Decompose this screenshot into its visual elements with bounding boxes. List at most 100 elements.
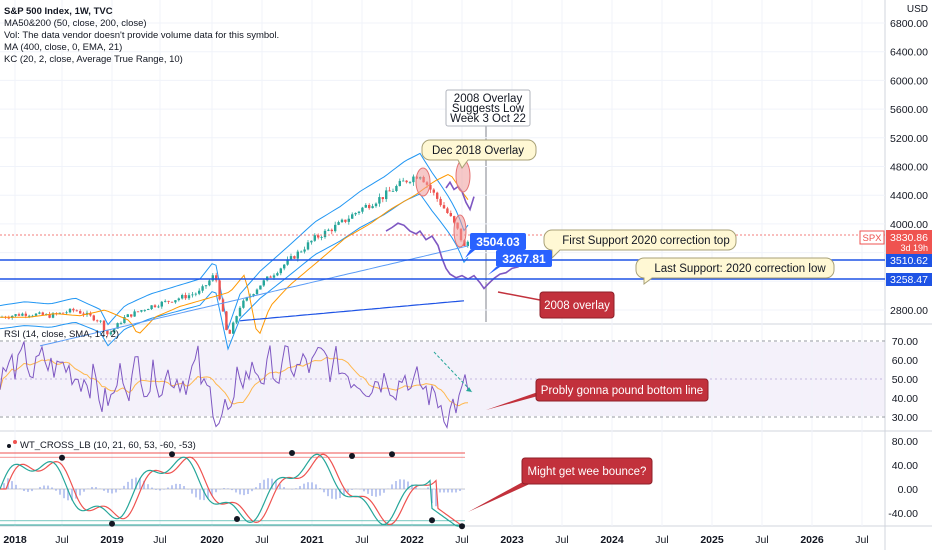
wt-hist-70 (139, 478, 141, 489)
wt-label[interactable]: WT_CROSS_LB (10, 21, 60, 53, -60, -53) (20, 440, 196, 451)
wt-hist-34 (67, 489, 69, 501)
callout-2008-line2: Suggests Low (452, 103, 525, 115)
candle-body-118 (402, 180, 405, 182)
wt-hist-202 (403, 479, 405, 489)
candle-body-75 (255, 289, 259, 295)
candle-body-10 (34, 313, 38, 316)
candle-body-100 (340, 219, 344, 223)
wt-hist-52 (103, 489, 105, 491)
wt-hist-192 (383, 489, 385, 493)
candle-body-83 (283, 264, 286, 269)
wt-hist-74 (147, 484, 149, 489)
candle-body-72 (245, 297, 248, 301)
indicator-label-ma50-200[interactable]: MA50&200 (50, close, 200, close) (4, 18, 147, 29)
candle-body-7 (24, 313, 27, 316)
price-marker-3504-text: 3504.03 (476, 235, 520, 249)
price-marker-3504[interactable]: 3504.03 (465, 233, 526, 258)
candle-body-56 (191, 294, 194, 296)
candle-body-109 (371, 206, 374, 209)
wt-hist-56 (111, 489, 113, 494)
wt-hist-30 (59, 489, 61, 495)
wt-axis-ticks[interactable]: 80.00 40.00 0.00 -40.00 (888, 436, 918, 520)
wt-hist-142 (283, 487, 285, 489)
price-tick-4: 5200.00 (890, 133, 928, 145)
time-axis-ticks[interactable]: 2018 Jul 2019 Jul 2020 Jul 2021 Jul 2022 Jul 2023 J… (3, 534, 868, 546)
candle-body-48 (164, 300, 167, 302)
price-tick-0: 6800.00 (890, 18, 928, 30)
wt-cross-dot-1 (109, 520, 115, 527)
note-wt[interactable]: Might get wee bounce? (468, 457, 653, 512)
price-tick-5: 4800.00 (890, 162, 928, 174)
candle-body-18 (62, 312, 65, 314)
kc-upper (0, 152, 469, 331)
wt-hist-84 (167, 487, 169, 489)
wt-hist-76 (151, 487, 153, 489)
note-2008-overlay[interactable]: 2008 overlay (497, 291, 615, 319)
callout-dec-2018[interactable]: Dec 2018 Overlay (421, 139, 537, 169)
candle-body-31 (106, 330, 109, 335)
candle-body-77 (262, 280, 265, 286)
wt-hist-186 (371, 489, 373, 496)
note-wt-text: Might get wee bounce? (528, 466, 647, 478)
wt-tick-1: 40.00 (892, 460, 918, 472)
wt-hist-128 (255, 487, 257, 489)
time-tick-3: Jul (153, 534, 166, 546)
rsi-axis-ticks[interactable]: 70.00 60.00 50.00 40.00 30.00 (892, 336, 918, 424)
wt-hist-40 (79, 489, 81, 496)
candle-body-108 (368, 204, 371, 209)
time-tick-11: Jul (555, 534, 568, 546)
callout-last-support[interactable]: Last Support: 2020 correction low (635, 257, 835, 285)
wt-hist-146 (291, 489, 293, 490)
callout-first-support[interactable]: First Support 2020 correction top (543, 229, 737, 260)
wt-hist-118 (235, 489, 237, 493)
rsi-label[interactable]: RSI (14, close, SMA, 14, 2) (4, 329, 119, 340)
price-tick-1: 6400.00 (890, 47, 928, 59)
candle-body-93 (317, 235, 320, 238)
wt-hist-230 (459, 489, 461, 492)
indicator-label-vol[interactable]: Vol: The data vendor doesn't provide vol… (4, 30, 279, 41)
wt-hist-92 (183, 486, 185, 489)
candle-body-11 (38, 312, 41, 314)
indicator-label-ma400[interactable]: MA (400, close, 0, EMA, 21) (4, 42, 122, 53)
wt-hist-116 (231, 489, 233, 491)
keltner-channel (0, 152, 469, 351)
wt-hist-22 (43, 485, 45, 489)
candle-body-32 (109, 332, 112, 335)
candle-body-98 (334, 224, 337, 232)
candle-body-120 (408, 182, 412, 183)
wt-hist-132 (263, 479, 265, 489)
wt-hist-82 (163, 489, 165, 490)
wt-cross-plot (0, 450, 465, 530)
candle-body-103 (351, 214, 354, 219)
candle-body-121 (412, 176, 415, 183)
candle-body-58 (198, 290, 201, 294)
indicator-label-kc[interactable]: KC (20, 2, close, Average True Range, 10… (4, 54, 183, 65)
note-rsi[interactable]: Probly gonna pound bottom line (486, 378, 709, 410)
candle-body-29 (99, 320, 102, 322)
callout-2008-overlay[interactable]: 2008 Overlay Suggests Low Week 3 Oct 22 (445, 89, 531, 127)
candle-body-52 (177, 298, 180, 301)
candle-body-106 (361, 207, 364, 212)
candle-body-104 (354, 212, 357, 215)
price-marker-3267[interactable]: 3267.81 (488, 250, 552, 275)
candle-body-116 (395, 185, 398, 191)
price-axis-ticks[interactable]: 6800.00 6400.00 6000.00 5600.00 5200.00 4800.… (890, 18, 928, 317)
wt-hist-208 (415, 487, 417, 489)
wt1-line (0, 453, 464, 527)
wt-hist-134 (267, 478, 269, 489)
wt-tick-0: 80.00 (892, 436, 918, 448)
rsi-tick-0: 70.00 (892, 336, 918, 348)
candle-body-81 (276, 273, 279, 276)
candle-body-129 (439, 198, 442, 206)
wt-hist-78 (155, 489, 157, 490)
candle-body-80 (272, 275, 276, 278)
candle-body-112 (381, 197, 384, 200)
wt-cross-dot-3 (234, 516, 240, 522)
candle-body-46 (157, 306, 160, 308)
ma50-line (0, 174, 469, 335)
wt-hist-222 (443, 489, 445, 493)
wt-tick-3: -40.00 (888, 508, 918, 520)
wt-hist-166 (331, 489, 333, 499)
candle-body-82 (279, 268, 282, 274)
